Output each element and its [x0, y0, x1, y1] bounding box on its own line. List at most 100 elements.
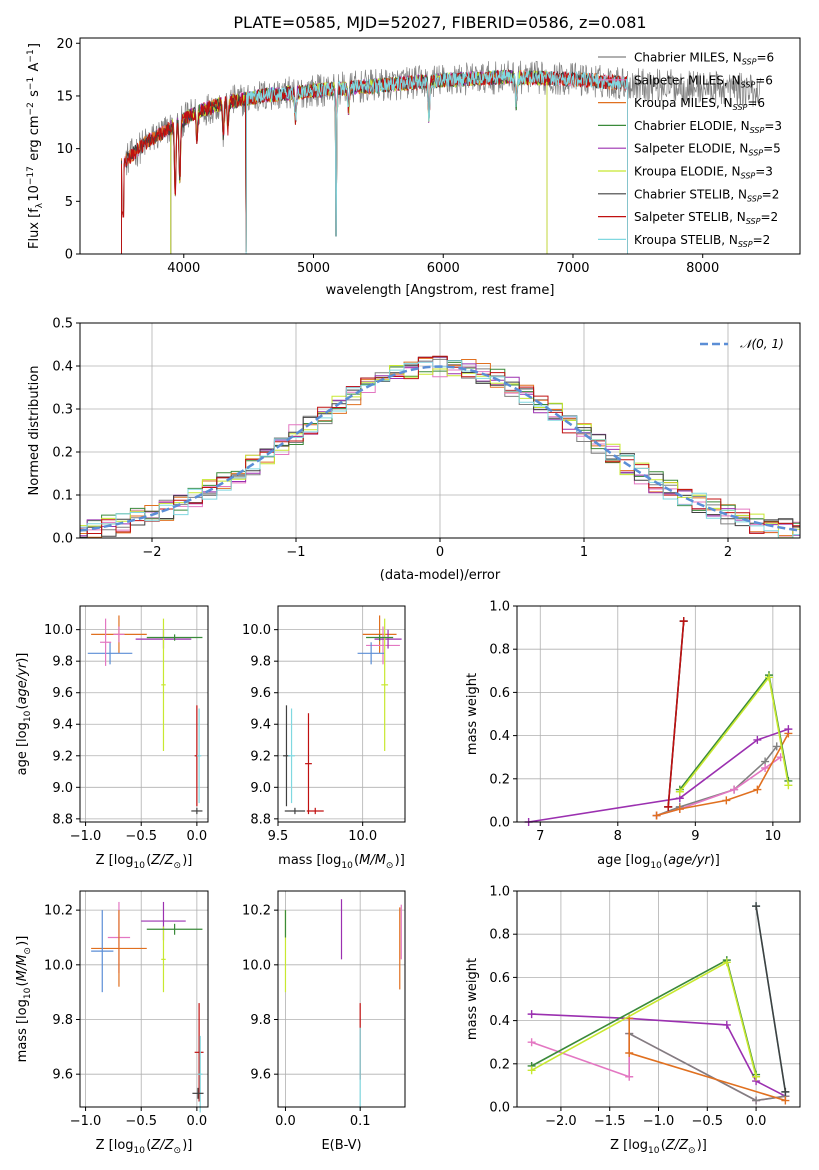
- mass_vs_EBV-ytick-label: 10.0: [242, 958, 271, 973]
- weight_vs_Z-ticks: −2.0 −1.5 −1.0 −0.5 0.0 0.0 0.2 0.4 0.6 0.8 1.0: [489, 885, 801, 1129]
- residuals-xtick-label: 1: [580, 545, 588, 560]
- age-vs-z-xlabel: Z [log10 (Z/Z⊙ )]: [96, 853, 193, 871]
- legend-label-krou-stelib: Kroupa STELIB, NSSP=2: [634, 233, 770, 249]
- weight_vs_age-xtick-label: 10: [765, 829, 782, 844]
- age_vs_mass-ytick-label: 8.8: [250, 812, 271, 827]
- weight_vs_age-ticks: 7 8 9 10 0.0 0.2 0.4 0.6 0.8 1.0: [489, 600, 801, 844]
- weight_vs_age-point-marker: [722, 796, 731, 805]
- age_vs_Z-frame: [79, 605, 209, 823]
- mass_vs_Z-frame: [79, 890, 209, 1108]
- legend-label-krou-miles: Kroupa MILES, NSSP=6: [634, 96, 765, 112]
- weight_vs_age-point-marker: [652, 811, 661, 820]
- weight_vs_age-series-line: [667, 621, 685, 807]
- mass_vs_EBV-xtick-label: 0.0: [275, 1114, 296, 1129]
- weight_vs_age-point-marker: [753, 735, 762, 744]
- spectrum-xtick-label: 8000: [686, 261, 719, 276]
- mass_vs_EBV-ytick-label: 9.8: [250, 1013, 271, 1028]
- weight_vs_Z-point-marker: [752, 902, 761, 911]
- weight-vs-z-ylabel: mass weight: [465, 958, 480, 1040]
- weight_vs_age-point-marker: [675, 787, 684, 796]
- weight_vs_Z-ytick-label: 0.2: [489, 1057, 510, 1072]
- weight_vs_age-point-marker: [772, 742, 781, 751]
- age_vs_Z-ytick-label: 8.8: [52, 812, 73, 827]
- mass-vs-ebv-xlabel: E(B-V): [321, 1138, 361, 1153]
- weight_vs_age-point-marker: [761, 764, 770, 772]
- mass_vs_Z-ytick-label: 9.6: [52, 1068, 73, 1083]
- legend-label-krou-elodie: Kroupa ELODIE, NSSP=3: [634, 165, 773, 181]
- residuals-hist-salp-stelib: [80, 355, 800, 534]
- legend-label-chab-stelib: Chabrier STELIB, NSSP=2: [634, 187, 779, 203]
- mass_vs_Z-errorbars: [91, 901, 204, 1113]
- weight_vs_age-ytick-label: 0.4: [489, 729, 510, 744]
- residuals-legend-label: 𝒩(0, 1): [740, 337, 784, 351]
- figure-title: PLATE=0585, MJD=52027, FIBERID=0586, z=0…: [233, 13, 646, 32]
- weight_vs_Z-xtick-label: −2.0: [545, 1114, 577, 1129]
- spectrum-ytick-label: 10: [56, 142, 73, 157]
- age_vs_mass-xtick-label: 10.0: [348, 829, 377, 844]
- weight-vs-z-xlabel: Z [log10 (Z/Z⊙ )]: [610, 1138, 707, 1156]
- weight_vs_age-series-line: [528, 728, 789, 823]
- age_vs_Z-ytick-label: 9.0: [52, 781, 73, 796]
- weight_vs_age-xtick-label: 8: [614, 829, 622, 844]
- age-vs-mass-xlabel: mass [log10 (M/M⊙ )]: [278, 853, 405, 871]
- mass_vs_EBV-errorbars: [284, 899, 402, 1110]
- residuals-ytick-label: 0.1: [52, 489, 73, 504]
- weight_vs_age-ytick-label: 0.0: [489, 816, 510, 831]
- age_vs_Z-xtick-label: 0.0: [187, 829, 208, 844]
- weight_vs_age-point-marker: [664, 802, 673, 811]
- weight_vs_Z-point-marker: [752, 1072, 761, 1081]
- residuals-ylabel: Normed distribution: [27, 366, 42, 496]
- spectrum-xtick-label: 6000: [427, 261, 460, 276]
- age_vs_mass-ytick-label: 9.4: [250, 718, 271, 733]
- residuals-hist-krou-elodie: [80, 365, 800, 539]
- legend-label-chab-elodie: Chabrier ELODIE, NSSP=3: [634, 119, 782, 135]
- weight_vs_age-frame: [516, 605, 801, 823]
- age_vs_Z-xtick-label: −0.5: [125, 829, 157, 844]
- spectrum-series-krou-stelib: [245, 69, 628, 254]
- weight_vs_age-xtick-label: 7: [536, 829, 544, 844]
- weight_vs_age-point-marker: [764, 673, 773, 682]
- weight_vs_age-lines: [524, 617, 793, 826]
- legend-label-salp-elodie: Salpeter ELODIE, NSSP=5: [634, 142, 781, 158]
- weight_vs_age-point-marker: [675, 805, 684, 814]
- weight_vs_Z-point-marker: [781, 1087, 790, 1096]
- weight_vs_Z-series-line: [755, 905, 787, 1093]
- spectrum-ytick-label: 5: [65, 195, 73, 210]
- weight_vs_Z-point-marker: [722, 1020, 731, 1029]
- age_vs_Z-ytick-label: 9.8: [52, 655, 73, 670]
- weight-vs-age-xlabel: age [log10 (age/yr)]: [597, 853, 720, 871]
- age_vs_mass-xtick-label: 9.5: [268, 829, 289, 844]
- spectrum-frame: [79, 37, 801, 255]
- age_vs_mass-frame: [277, 605, 406, 823]
- spectrum-ytick-label: 15: [56, 89, 73, 104]
- spectrum-lines: [121, 60, 762, 254]
- weight_vs_Z-point-marker: [752, 1096, 761, 1105]
- mass-vs-z-ylabel: mass [log10 (M/M⊙ )]: [15, 936, 33, 1063]
- residuals-ytick-label: 0.2: [52, 446, 73, 461]
- spectrum-series-salp-stelib: [121, 69, 628, 254]
- weight_vs_Z-point-marker: [527, 1010, 536, 1019]
- age_vs_Z-errorbars: [87, 615, 203, 815]
- mass_vs_EBV-ytick-label: 10.2: [242, 904, 271, 919]
- mass_vs_EBV-frame: [277, 890, 406, 1108]
- weight_vs_Z-lines: [527, 902, 790, 1105]
- age_vs_Z-ytick-label: 9.2: [52, 749, 73, 764]
- residuals-ytick-label: 0.3: [52, 403, 73, 418]
- mass_vs_Z-xtick-label: 0.0: [187, 1114, 208, 1129]
- residuals-hist-salp-elodie: [80, 356, 800, 537]
- weight_vs_age-ytick-label: 0.8: [489, 643, 510, 658]
- weight_vs_age-ytick-label: 0.6: [489, 686, 510, 701]
- weight_vs_age-ytick-label: 0.2: [489, 772, 510, 787]
- weight_vs_Z-xtick-label: 0.0: [746, 1114, 767, 1129]
- age_vs_Z-ytick-label: 9.4: [52, 718, 73, 733]
- mass-vs-z-xlabel: Z [log10 (Z/Z⊙ )]: [96, 1138, 193, 1156]
- age_vs_mass-ytick-label: 9.8: [250, 655, 271, 670]
- weight_vs_Z-point-marker: [527, 1066, 536, 1075]
- weight_vs_age-point-marker: [679, 617, 688, 626]
- weight_vs_Z-ytick-label: 0.0: [489, 1101, 510, 1116]
- mass_vs_Z-xtick-label: −0.5: [125, 1114, 157, 1129]
- residuals-hist-chab-elodie: [80, 361, 800, 532]
- age_vs_Z-ytick-label: 10.0: [44, 623, 73, 638]
- residuals-xtick-label: −1: [286, 545, 305, 560]
- spectrum-xtick-label: 4000: [167, 261, 200, 276]
